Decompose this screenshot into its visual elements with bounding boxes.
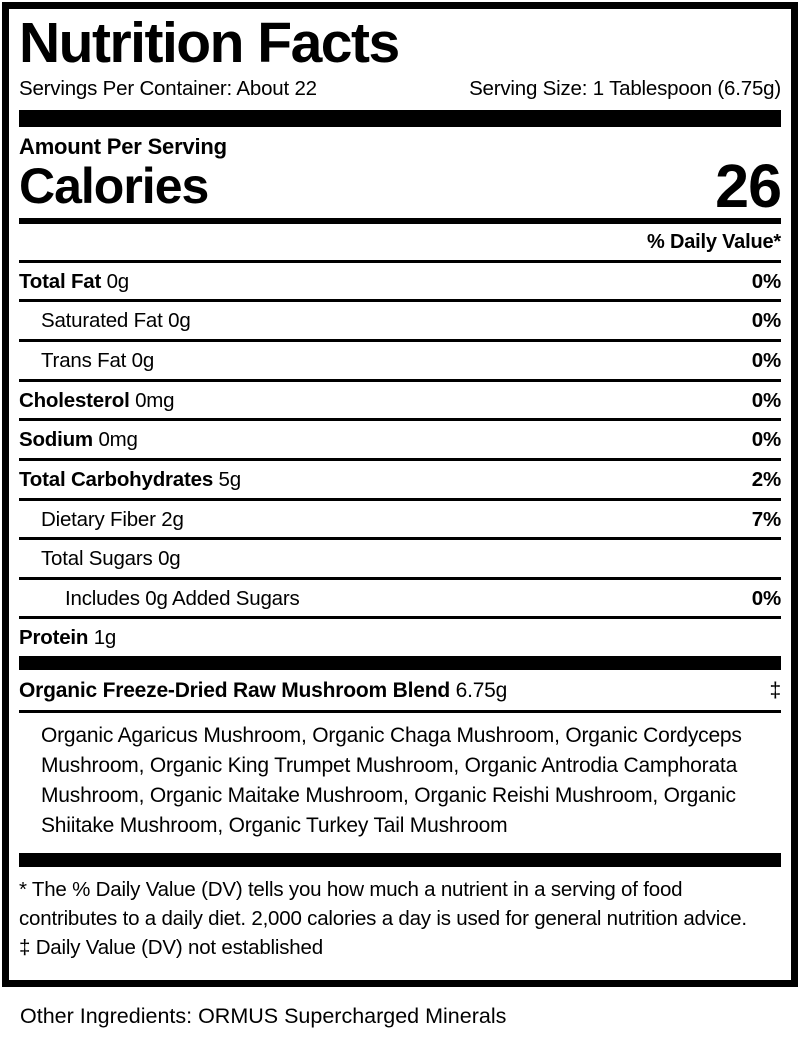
nutrient-dv: 7% — [751, 507, 781, 531]
nutrient-row-total-fat: Total Fat 0g 0% — [19, 259, 781, 300]
blend-name-amount: Organic Freeze-Dried Raw Mushroom Blend … — [19, 679, 507, 703]
separator-bar-calories — [19, 217, 781, 224]
nutrient-name: Total Carbohydrates 5g — [19, 467, 242, 491]
nutrient-amount: 5g — [218, 467, 242, 491]
separator-bar-footnote — [19, 853, 781, 868]
nutrient-amount: 0g — [106, 269, 130, 293]
nutrient-dv: 0% — [751, 428, 781, 452]
nutrient-name: Cholesterol 0mg — [19, 388, 175, 412]
nutrient-row-added-sugars: Includes 0g Added Sugars 0% — [19, 576, 781, 617]
calories-value: 26 — [715, 152, 782, 220]
nutrient-row-trans-fat: Trans Fat 0g 0% — [19, 339, 781, 379]
nutrient-amount: 0g — [168, 309, 191, 333]
servings-per-container: Servings Per Container: About 22 — [19, 77, 317, 100]
footnote-daily-value: * The % Daily Value (DV) tells you how m… — [19, 878, 747, 931]
nutrient-amount: 0mg — [98, 428, 138, 452]
separator-bar-top — [19, 110, 781, 127]
separator-rule-blend — [19, 710, 781, 714]
nutrient-name: Total Sugars 0g — [41, 547, 181, 571]
separator-bar-protein — [19, 656, 781, 671]
nutrient-row-protein: Protein 1g — [19, 616, 781, 656]
blend-row: Organic Freeze-Dried Raw Mushroom Blend … — [19, 670, 781, 710]
nutrient-name: Includes 0g Added Sugars — [65, 586, 300, 610]
nutrient-row-total-carbohydrates: Total Carbohydrates 5g 2% — [19, 457, 781, 498]
nutrition-facts-panel: Nutrition Facts Servings Per Container: … — [2, 2, 798, 988]
panel-title: Nutrition Facts — [19, 11, 400, 75]
nutrient-dv: 0% — [751, 388, 781, 412]
footnotes: * The % Daily Value (DV) tells you how m… — [19, 867, 781, 972]
nutrient-dv: 0% — [751, 269, 781, 293]
blend-name: Organic Freeze-Dried Raw Mushroom Blend — [19, 679, 450, 703]
calories-row: Calories 26 — [19, 152, 782, 220]
nutrient-dv: 2% — [751, 467, 781, 491]
nutrient-dv: 0% — [751, 309, 781, 333]
footnote-dagger: ‡ Daily Value (DV) not established — [19, 936, 323, 960]
nutrient-name: Dietary Fiber 2g — [41, 507, 184, 531]
blend-dagger-symbol: ‡ — [769, 679, 782, 703]
daily-value-header: % Daily Value* — [647, 230, 781, 253]
nutrient-row-total-sugars: Total Sugars 0g — [19, 537, 781, 577]
nutrient-row-dietary-fiber: Dietary Fiber 2g 7% — [19, 497, 781, 538]
nutrient-row-cholesterol: Cholesterol 0mg 0% — [19, 378, 781, 419]
nutrient-amount: 0mg — [135, 388, 175, 412]
nutrient-row-sodium: Sodium 0mg 0% — [19, 418, 781, 458]
nutrient-name: Sodium 0mg — [19, 428, 138, 452]
blend-amount: 6.75g — [455, 679, 508, 703]
nutrient-name: Total Fat 0g — [19, 269, 130, 293]
amount-per-serving-label: Amount Per Serving — [19, 134, 227, 159]
nutrient-name: Trans Fat 0g — [41, 349, 155, 373]
nutrient-amount: 2g — [161, 507, 184, 531]
serving-info-row: Servings Per Container: About 22 Serving… — [19, 74, 781, 110]
nutrient-amount: 0g — [131, 349, 155, 373]
nutrient-name: Saturated Fat 0g — [41, 309, 191, 333]
blend-ingredients-list: Organic Agaricus Mushroom, Organic Chaga… — [41, 724, 742, 838]
nutrient-name: Protein 1g — [19, 626, 117, 650]
serving-size: Serving Size: 1 Tablespoon (6.75g) — [469, 77, 781, 100]
calories-label: Calories — [19, 158, 209, 215]
nutrient-row-saturated-fat: Saturated Fat 0g 0% — [19, 299, 781, 339]
nutrient-dv: 0% — [751, 586, 781, 610]
nutrient-amount: 0g — [158, 547, 181, 571]
nutrient-amount: 1g — [93, 626, 117, 650]
nutrient-dv: 0% — [751, 349, 781, 373]
other-ingredients: Other Ingredients: ORMUS Supercharged Mi… — [20, 1004, 507, 1029]
